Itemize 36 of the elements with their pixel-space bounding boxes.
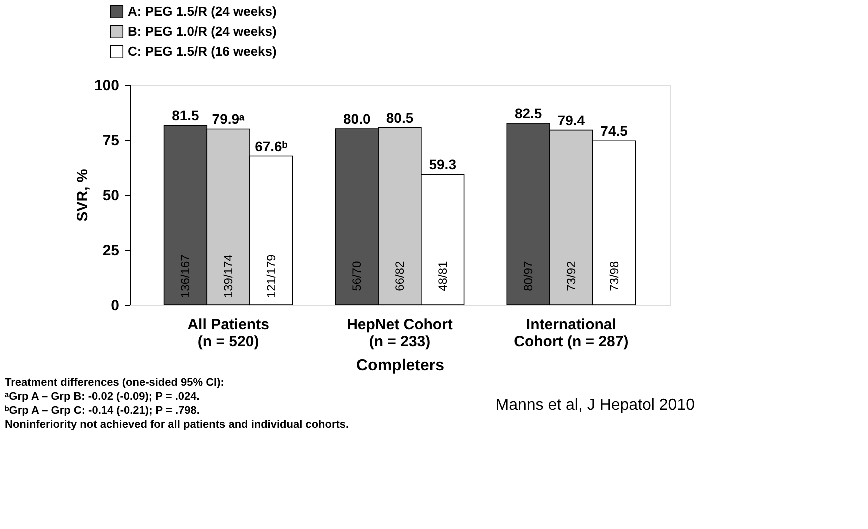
legend-label: C: PEG 1.5/R (16 weeks) xyxy=(128,44,277,59)
y-tick-label: 50 xyxy=(102,188,120,204)
x-tick-label: HepNet Cohort (n = 233) xyxy=(347,316,453,350)
data-label: 59.3 xyxy=(429,156,457,173)
annotation: 139/174 xyxy=(222,254,236,298)
annotation: 66/82 xyxy=(393,261,407,292)
text: ᵇGrp A – Grp C: -0.14 (-0.21); P = .798. xyxy=(5,405,200,417)
annotation: 73/98 xyxy=(607,261,622,292)
legend-label: A: PEG 1.5/R (24 weeks) xyxy=(128,4,277,19)
data-label: 67.6ᵇ xyxy=(255,138,288,154)
data-label: 80.0 xyxy=(344,111,371,127)
text: Noninferiority not achieved for all patients and individual cohorts. xyxy=(5,419,350,431)
y-axis-title: SVR, % xyxy=(74,169,92,222)
x-tick-label: All Patients (n = 520) xyxy=(188,316,270,350)
annotation: 73/92 xyxy=(564,261,578,292)
annotation: 56/70 xyxy=(350,261,364,292)
data-label: 81.5 xyxy=(172,108,200,124)
y-tick-label: 75 xyxy=(102,132,120,150)
y-tick-label: 0 xyxy=(111,298,120,314)
data-label: 82.5 xyxy=(514,106,542,122)
x-axis-title: Completers xyxy=(356,358,445,374)
data-label: 74.5 xyxy=(600,123,628,140)
annotation: 80/97 xyxy=(522,261,536,292)
data-label: 79.9ᵃ xyxy=(212,111,246,128)
text: Treatment differences (one-sided 95% CI): xyxy=(5,377,224,389)
x-tick-label: International Cohort (n = 287) xyxy=(514,316,629,350)
text: Manns et al, J Hepatol 2010 xyxy=(496,397,696,414)
y-tick-label: 100 xyxy=(94,78,120,94)
y-tick-label: 25 xyxy=(102,242,120,260)
annotation: 136/167 xyxy=(178,254,193,298)
text: ᵃGrp A – Grp B: -0.02 (-0.09); P = .024. xyxy=(5,391,200,403)
data-label: 80.5 xyxy=(386,110,414,126)
data-label: 79.4 xyxy=(558,112,586,128)
legend-label: B: PEG 1.0/R (24 weeks) xyxy=(128,24,277,39)
annotation: 121/179 xyxy=(264,254,278,298)
annotation: 48/81 xyxy=(436,261,450,292)
